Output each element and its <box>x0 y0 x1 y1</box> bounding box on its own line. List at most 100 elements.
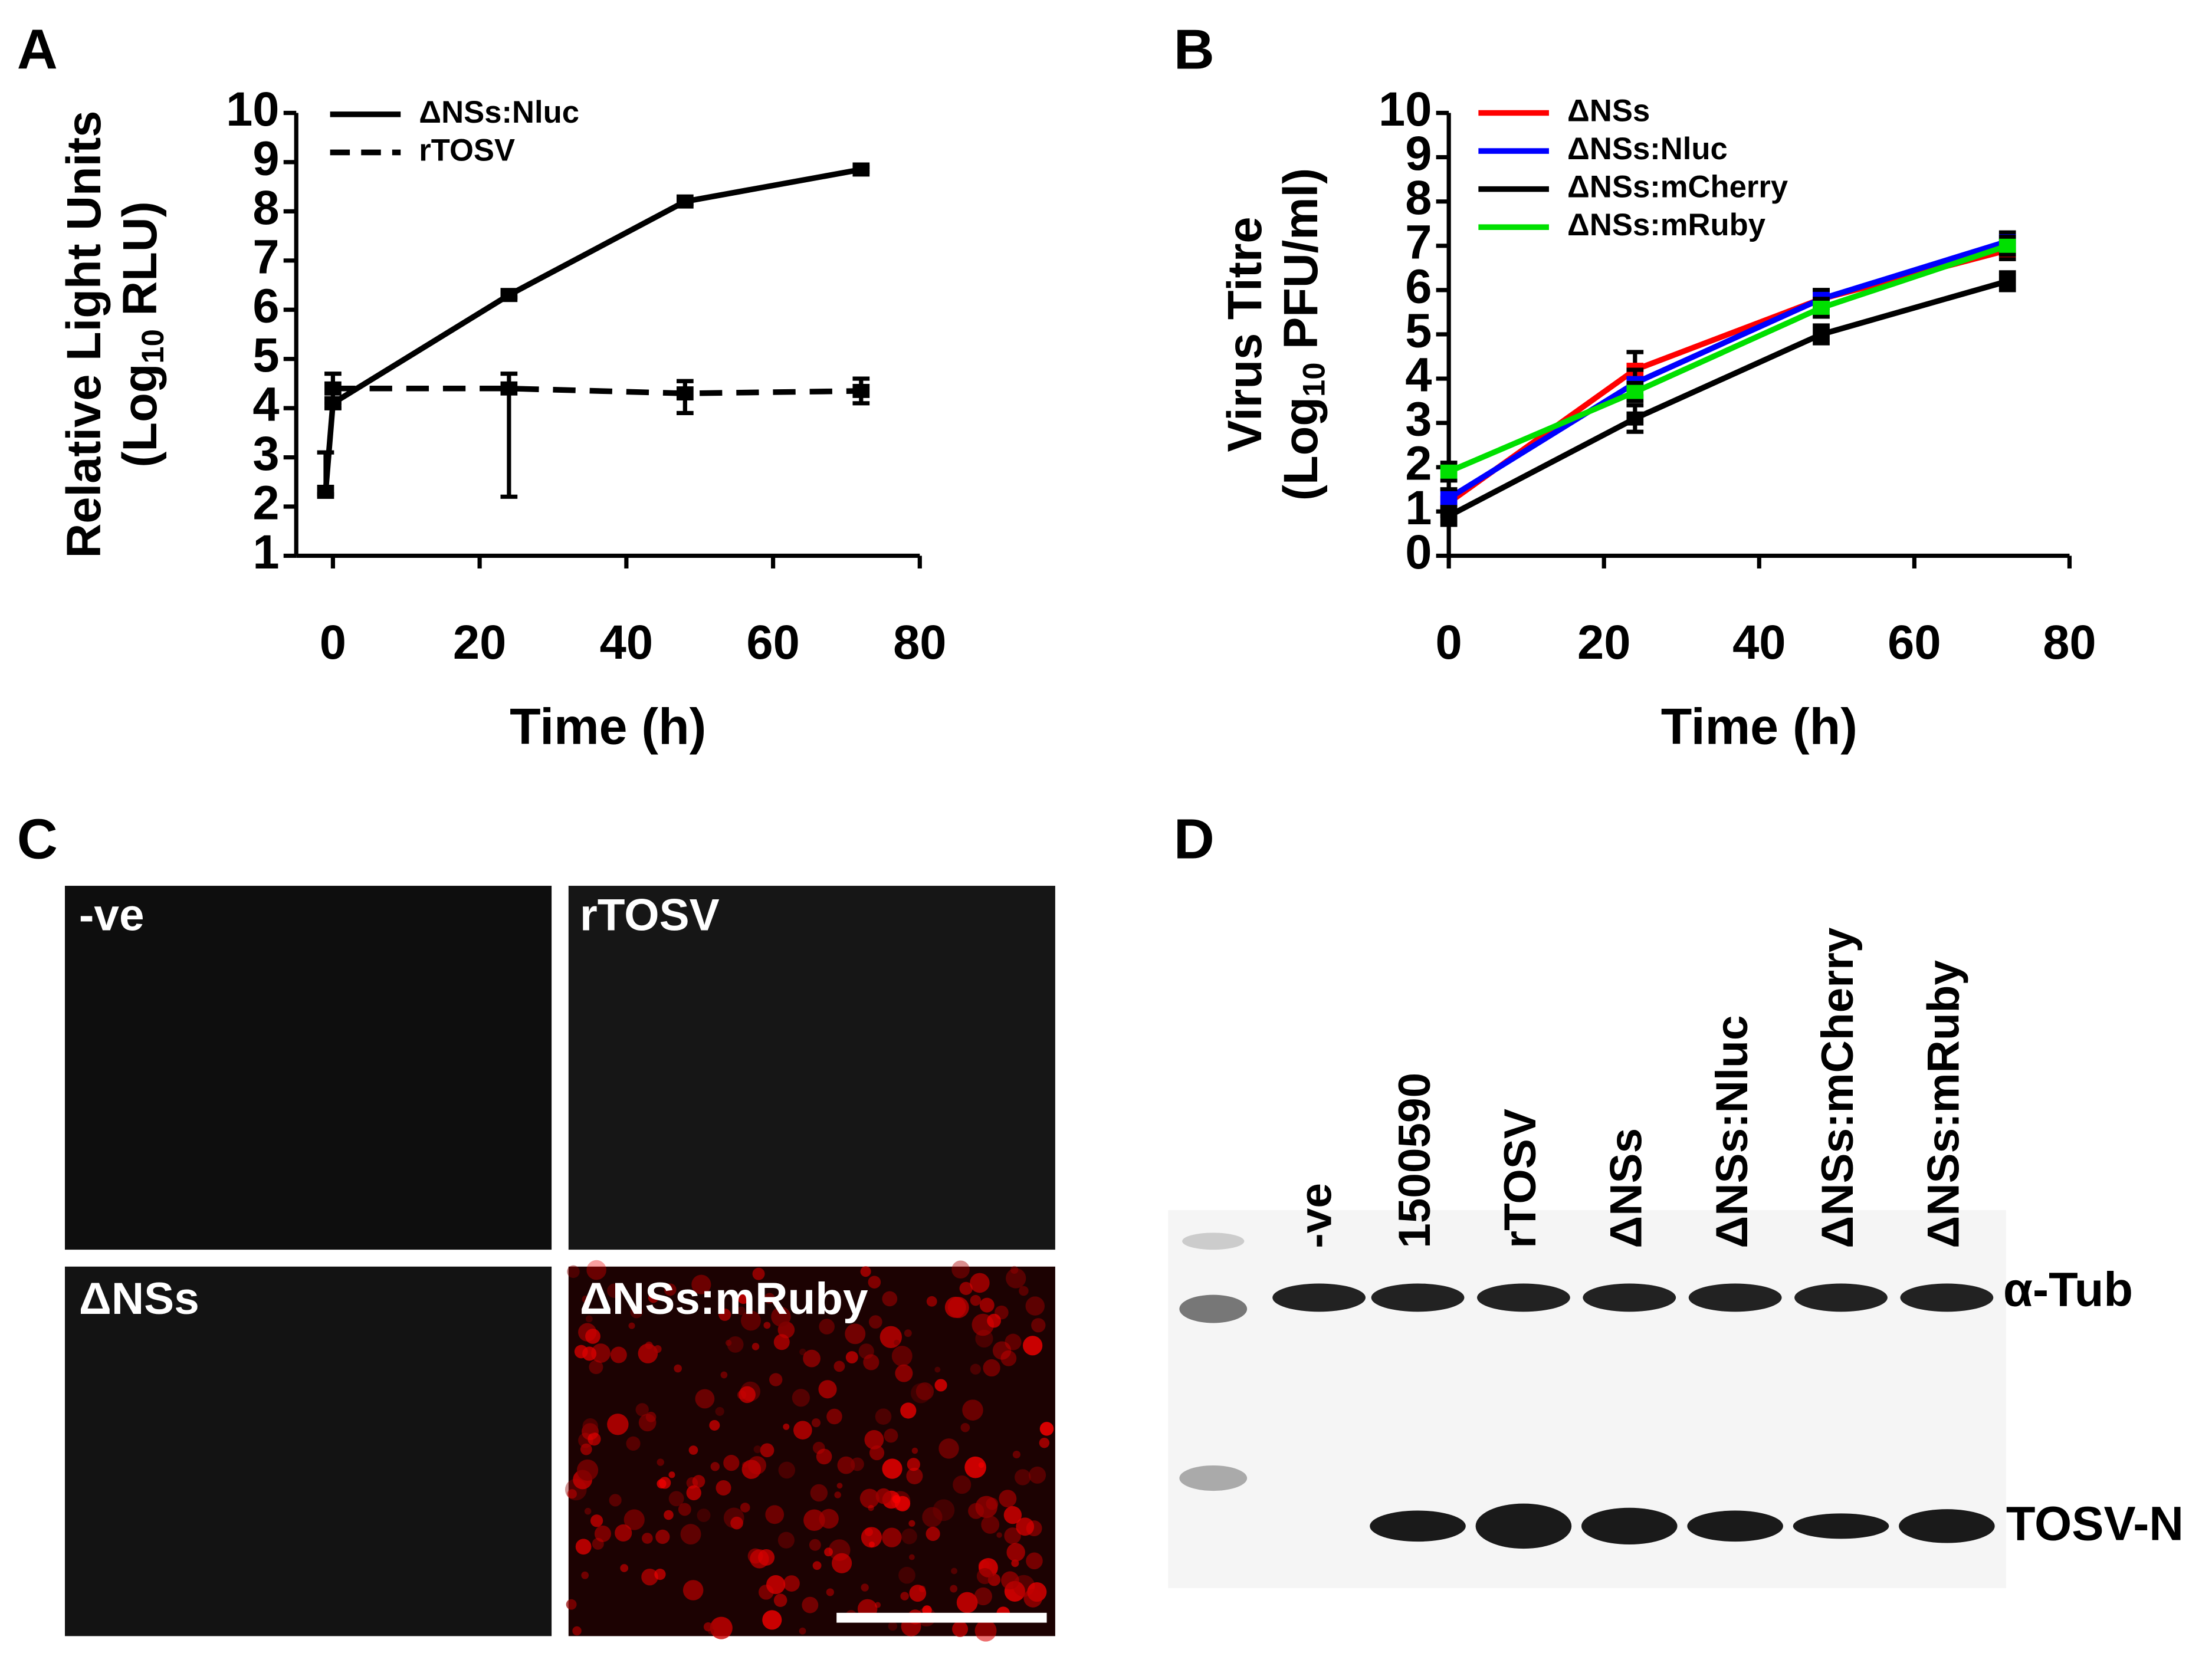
cell <box>1025 1296 1045 1316</box>
y-tick-label: 4 <box>1405 349 1432 402</box>
y-axis-title: Virus Titre <box>1218 216 1272 452</box>
cell <box>834 1491 841 1498</box>
cell <box>968 1503 984 1519</box>
cell <box>1006 1543 1025 1562</box>
y-tick-label: 3 <box>252 427 279 481</box>
cell <box>737 1292 750 1304</box>
cell <box>762 1610 782 1630</box>
series-line <box>1448 243 2008 475</box>
cell <box>783 1575 800 1592</box>
cell <box>810 1484 828 1502</box>
marker-band <box>1179 1465 1248 1491</box>
cell <box>658 1477 671 1489</box>
lane-label: ΔNSs <box>1601 1128 1651 1248</box>
cell <box>826 1408 842 1425</box>
band <box>1272 1283 1366 1312</box>
cell <box>882 1291 898 1307</box>
cell <box>668 1471 675 1478</box>
cell <box>816 1448 832 1465</box>
cell <box>737 1306 746 1316</box>
cell <box>1016 1517 1035 1536</box>
cell <box>723 1455 740 1471</box>
x-tick-label: 0 <box>320 616 346 669</box>
cell <box>589 1360 603 1375</box>
cell <box>970 1294 982 1306</box>
y-tick-label: 10 <box>226 83 279 136</box>
y-tick-label: 5 <box>1405 304 1432 357</box>
cell <box>911 1447 918 1454</box>
y-tick-label: 4 <box>252 378 279 432</box>
series-line <box>323 166 862 492</box>
legend-label: ΔNSs:Nluc <box>1567 132 1728 166</box>
cell <box>582 1346 597 1361</box>
cell <box>567 1265 580 1279</box>
cell <box>894 1339 900 1346</box>
lane-label: -ve <box>1291 1183 1341 1248</box>
cell <box>951 1260 970 1279</box>
legend-label: ΔNSs:mRuby <box>1567 208 1765 242</box>
cell <box>809 1539 821 1551</box>
panel-label: D <box>1174 808 1215 871</box>
cell <box>915 1382 934 1401</box>
cell <box>615 1524 632 1542</box>
cell <box>974 1619 997 1642</box>
cell <box>664 1283 677 1296</box>
cell <box>812 1561 822 1570</box>
cell <box>859 1488 879 1508</box>
x-tick-label: 80 <box>893 616 946 669</box>
band-label: TOSV-N <box>2006 1497 2184 1551</box>
marker <box>677 194 694 209</box>
marker <box>500 381 518 396</box>
legend-label: ΔNSs:Nluc <box>419 95 579 130</box>
marker <box>1440 464 1458 479</box>
cell <box>710 1462 720 1471</box>
cell <box>581 1571 589 1579</box>
cell <box>674 1364 682 1373</box>
y-tick-label: 2 <box>1405 437 1432 491</box>
legend-label: ΔNSs:mCherry <box>1567 170 1788 205</box>
cell <box>974 1587 992 1606</box>
x-tick-label: 40 <box>1732 616 1786 669</box>
band <box>1687 1510 1783 1542</box>
cell <box>863 1354 879 1371</box>
cell <box>582 1295 590 1303</box>
cell <box>793 1421 812 1440</box>
cell <box>657 1458 664 1466</box>
cell <box>710 1616 733 1639</box>
marker <box>324 381 342 396</box>
y-tick-label: 10 <box>1379 83 1432 136</box>
y-axis-title: (Log10 PFU/ml) <box>1275 168 1332 501</box>
cell <box>740 1503 750 1513</box>
cell <box>938 1438 959 1459</box>
x-tick-label: 80 <box>2043 616 2096 669</box>
cell <box>792 1389 810 1407</box>
cell <box>868 1504 874 1511</box>
cell <box>832 1553 852 1573</box>
cell <box>668 1491 684 1507</box>
marker <box>852 162 870 177</box>
marker <box>317 485 334 499</box>
cell <box>750 1549 769 1569</box>
cell <box>803 1509 825 1531</box>
cell <box>979 1297 995 1313</box>
cell <box>623 1509 645 1530</box>
cell <box>626 1436 641 1451</box>
cell <box>635 1403 649 1416</box>
micrograph <box>65 1266 552 1636</box>
cell <box>1031 1318 1046 1333</box>
cell <box>909 1585 927 1602</box>
cell <box>833 1360 845 1372</box>
cell <box>970 1273 990 1293</box>
marker <box>1440 491 1458 505</box>
y-tick-label: 7 <box>252 230 279 284</box>
y-tick-label: 8 <box>1405 171 1432 225</box>
cell <box>976 1567 993 1585</box>
cell <box>836 1483 843 1489</box>
cell <box>1000 1350 1017 1366</box>
cell <box>882 1527 902 1547</box>
cell <box>922 1507 943 1527</box>
cell <box>1019 1286 1029 1296</box>
cell <box>691 1274 711 1294</box>
y-tick-label: 3 <box>1405 393 1432 446</box>
